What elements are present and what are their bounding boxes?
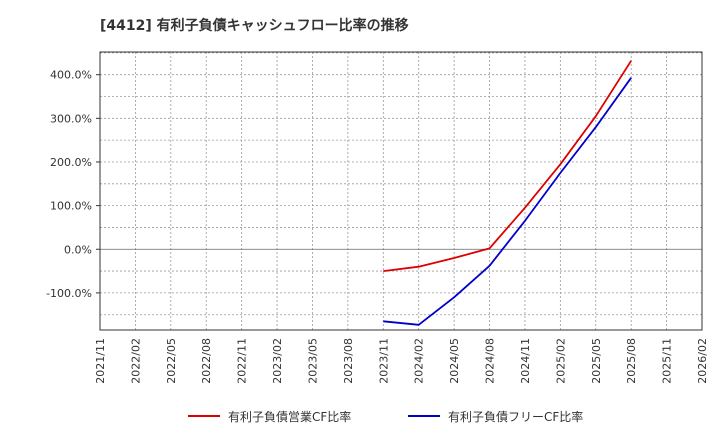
- y-tick-label: 200.0%: [50, 156, 92, 169]
- y-tick-label: 0.0%: [64, 243, 92, 256]
- x-tick-label: 2021/11: [94, 338, 107, 384]
- series-line-1: [383, 60, 632, 272]
- x-tick-label: 2025/02: [554, 338, 567, 384]
- y-tick-label: 100.0%: [50, 200, 92, 213]
- x-tick-label: 2025/11: [661, 338, 674, 384]
- x-tick-label: 2023/08: [342, 338, 355, 384]
- x-tick-label: 2022/08: [200, 338, 213, 384]
- x-tick-label: 2026/02: [696, 338, 709, 384]
- chart-title: [4412] 有利子負債キャッシュフロー比率の推移: [100, 18, 409, 34]
- x-tick-label: 2024/11: [519, 338, 532, 384]
- x-tick-label: 2022/05: [165, 338, 178, 384]
- x-tick-label: 2022/11: [236, 338, 249, 384]
- x-tick-label: 2025/08: [625, 338, 638, 384]
- plot-frame: [99, 51, 703, 331]
- series-line-2: [383, 77, 632, 326]
- x-tick-label: 2024/02: [413, 338, 426, 384]
- y-tick-label: 300.0%: [50, 112, 92, 125]
- x-tick-label: 2024/08: [484, 338, 497, 384]
- x-tick-label: 2023/05: [306, 338, 319, 384]
- y-tick-label: 400.0%: [50, 69, 92, 82]
- x-tick-label: 2025/05: [590, 338, 603, 384]
- x-tick-label: 2023/11: [377, 338, 390, 384]
- x-tick-label: 2023/02: [271, 338, 284, 384]
- x-tick-label: 2024/05: [448, 338, 461, 384]
- y-tick-label: -100.0%: [46, 287, 92, 300]
- legend-label-1: 有利子負債営業CF比率: [228, 409, 351, 424]
- legend-label-2: 有利子負債フリーCF比率: [448, 409, 583, 424]
- x-tick-label: 2022/02: [129, 338, 142, 384]
